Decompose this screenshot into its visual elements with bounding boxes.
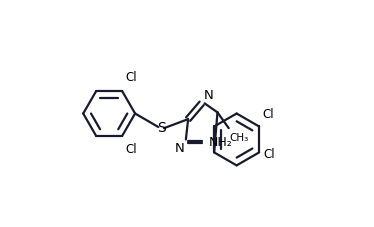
Text: N: N	[203, 89, 213, 102]
Text: S: S	[157, 121, 165, 135]
Text: Cl: Cl	[126, 71, 137, 84]
Text: Cl: Cl	[264, 148, 275, 161]
Text: Cl: Cl	[126, 143, 137, 156]
Text: CH₃: CH₃	[230, 133, 249, 143]
Text: N: N	[174, 142, 184, 155]
Text: Cl: Cl	[263, 108, 274, 121]
Text: NH₂: NH₂	[208, 136, 232, 149]
